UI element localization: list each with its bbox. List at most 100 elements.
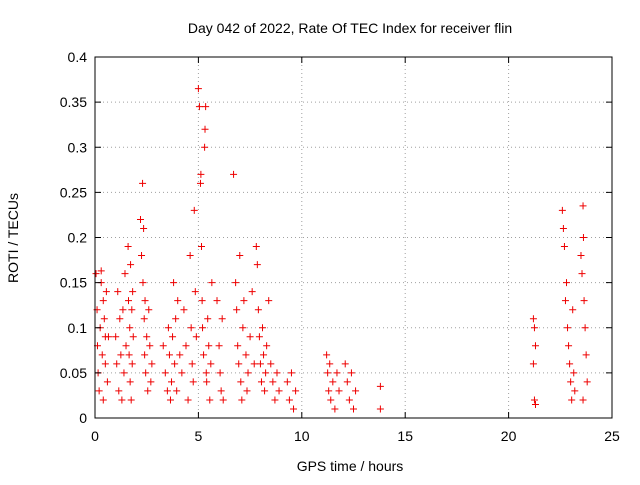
data-point <box>243 387 251 395</box>
data-point <box>325 387 333 395</box>
data-point <box>186 252 194 260</box>
data-point <box>566 360 574 368</box>
data-point <box>292 387 300 395</box>
data-point <box>275 387 283 395</box>
data-point <box>128 360 136 368</box>
data-point <box>112 333 120 341</box>
data-point <box>194 85 202 93</box>
data-point <box>323 351 331 359</box>
data-point <box>335 387 343 395</box>
data-point <box>126 378 134 386</box>
data-point <box>198 297 206 305</box>
data-point <box>173 387 181 395</box>
data-point <box>141 297 149 305</box>
x-tick-label: 10 <box>294 428 310 444</box>
data-point <box>565 342 573 350</box>
data-point <box>567 378 575 386</box>
data-point <box>350 405 357 413</box>
data-point <box>269 378 277 386</box>
data-point <box>159 342 167 350</box>
y-tick-label: 0.2 <box>68 230 88 246</box>
data-point <box>333 369 341 377</box>
data-point <box>196 179 204 187</box>
x-tick-label: 25 <box>604 428 620 444</box>
data-point <box>218 315 226 323</box>
data-point <box>583 378 591 386</box>
y-tick-label: 0.05 <box>60 365 87 381</box>
data-point <box>170 279 178 287</box>
data-point <box>239 324 247 332</box>
x-tick-label: 20 <box>501 428 517 444</box>
y-tick-labels: 0 0.05 0.1 0.15 0.2 0.25 0.3 0.35 0.4 <box>60 49 87 426</box>
data-point <box>120 369 128 377</box>
data-point <box>92 270 100 278</box>
data-point <box>102 288 110 296</box>
data-point <box>216 369 224 377</box>
data-point <box>127 261 135 269</box>
data-point <box>579 202 587 210</box>
data-point <box>260 351 268 359</box>
data-point <box>204 315 212 323</box>
data-point <box>563 279 571 287</box>
data-point <box>187 324 195 332</box>
data-point <box>140 315 148 323</box>
data-point <box>198 243 206 251</box>
data-point <box>265 297 273 305</box>
data-point <box>240 297 248 305</box>
data-point <box>190 206 198 214</box>
data-point <box>287 369 295 377</box>
data-point <box>164 324 172 332</box>
data-point <box>141 351 149 359</box>
data-point <box>121 270 129 278</box>
y-tick-label: 0.25 <box>60 184 87 200</box>
data-point <box>285 396 293 404</box>
data-point <box>171 360 179 368</box>
data-point <box>577 252 585 260</box>
data-point <box>529 360 537 368</box>
data-point <box>329 378 337 386</box>
data-point <box>254 306 262 314</box>
data-point <box>238 396 246 404</box>
x-axis-label: GPS time / hours <box>297 458 404 474</box>
data-point <box>98 351 106 359</box>
data-point <box>273 369 281 377</box>
data-point <box>161 369 169 377</box>
data-point <box>129 288 137 296</box>
data-point <box>326 360 334 368</box>
data-point <box>213 297 221 305</box>
data-point <box>219 396 227 404</box>
y-tick-label: 0.15 <box>60 275 87 291</box>
data-point <box>234 342 242 350</box>
data-point <box>127 396 135 404</box>
data-point <box>117 351 125 359</box>
data-point <box>206 396 214 404</box>
data-point <box>531 400 539 408</box>
data-point <box>184 396 192 404</box>
data-point <box>230 170 238 178</box>
data-point <box>145 306 153 314</box>
data-point <box>165 351 173 359</box>
data-point <box>202 103 210 111</box>
data-point <box>199 324 207 332</box>
data-point <box>530 396 538 404</box>
data-point <box>579 396 587 404</box>
data-point <box>182 342 190 350</box>
data-point <box>341 360 349 368</box>
data-point <box>147 378 155 386</box>
data-point <box>345 396 353 404</box>
data-point <box>564 324 572 332</box>
data-point <box>571 387 579 395</box>
data-point <box>139 279 147 287</box>
chart-title: Day 042 of 2022, Rate Of TEC Index for r… <box>188 20 512 36</box>
data-point <box>100 315 108 323</box>
data-point <box>124 243 132 251</box>
data-point <box>128 306 136 314</box>
data-point <box>195 103 203 111</box>
data-point <box>200 351 208 359</box>
data-point <box>97 267 105 275</box>
data-point <box>531 342 539 350</box>
y-tick-label: 0.4 <box>68 49 88 65</box>
data-point <box>257 378 265 386</box>
y-tick-label: 0.1 <box>68 320 88 336</box>
